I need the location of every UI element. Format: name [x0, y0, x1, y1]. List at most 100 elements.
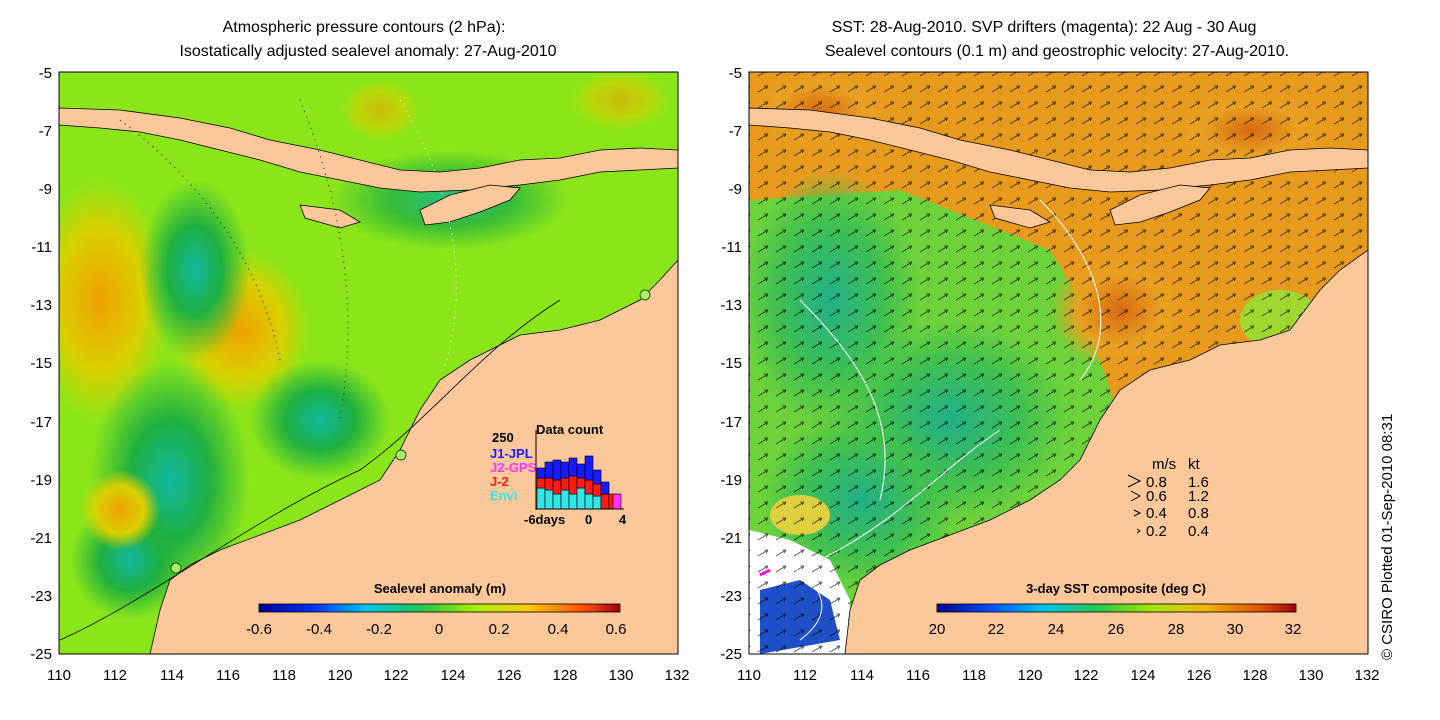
left-x-tick: 114: [160, 667, 184, 684]
left-colorbar-ramp: [258, 603, 621, 613]
right-colorbar-label: 3-day SST composite (deg C): [1026, 581, 1206, 596]
data-count-histogram: [536, 455, 622, 510]
left-y-axis: -5 -7 -9 -11 -13 -15 -17 -19 -21 -23 -25: [30, 65, 52, 663]
velocity-legend-kt: 0.8: [1188, 505, 1209, 522]
right-colorbar: 3-day SST composite (deg C) 20 22 24 26 …: [929, 581, 1302, 638]
right-x-tick: 120: [1017, 667, 1042, 684]
land-timor-right: [1109, 184, 1211, 226]
right-colorbar-tick: 30: [1227, 621, 1244, 638]
left-x-tick: 126: [496, 667, 521, 684]
right-colorbar-tick: 20: [929, 621, 946, 638]
left-x-tick: 122: [383, 667, 408, 684]
right-x-tick: 112: [793, 667, 817, 684]
legend-j2-gps: J2-GPS: [490, 460, 537, 475]
velocity-legend-kt: 0.4: [1188, 523, 1209, 540]
right-colorbar-tick: 22: [988, 621, 1005, 638]
left-x-tick: 130: [608, 667, 633, 684]
left-x-axis: 110 112 114 116 118 120 122 124 126 128 …: [47, 667, 689, 684]
left-map-title-line1: Atmospheric pressure contours (2 hPa):: [223, 19, 506, 36]
velocity-arrow-icon: [1127, 474, 1142, 488]
left-y-tick: -7: [39, 123, 52, 140]
velocity-legend-ms: 0.4: [1146, 505, 1167, 522]
left-colorbar-tick: -0.2: [366, 621, 392, 638]
right-y-tick: -9: [729, 181, 742, 198]
right-colorbar-tick: 26: [1108, 621, 1125, 638]
right-colorbar-tick: 28: [1168, 621, 1185, 638]
left-x-tick: 124: [440, 667, 465, 684]
velocity-legend: m/s kt 0.8 1.6 0.6 1.2 0.4 0.8 0.2 0.4: [1127, 456, 1209, 540]
right-colorbar-tick: 24: [1048, 621, 1065, 638]
right-x-tick: 124: [1130, 667, 1155, 684]
right-x-tick: 132: [1354, 667, 1379, 684]
left-y-tick: -15: [30, 355, 52, 372]
velocity-legend-kt: 1.2: [1188, 488, 1209, 505]
right-x-tick: 110: [737, 667, 761, 684]
right-y-tick: -19: [720, 472, 742, 489]
velocity-legend-kt: 1.6: [1188, 474, 1209, 491]
left-colorbar-tick: 0: [435, 621, 443, 638]
left-map-frame: [58, 71, 679, 655]
land-islands-right: [749, 107, 1368, 193]
left-colorbar-label: Sealevel anomaly (m): [374, 581, 506, 596]
left-y-tick: -23: [30, 588, 52, 605]
data-count-xtick: 4: [619, 512, 627, 527]
left-x-tick: 120: [327, 667, 352, 684]
data-count-xtick: 0: [585, 512, 592, 527]
left-x-tick: 128: [552, 667, 577, 684]
data-count-title: Data count: [536, 422, 604, 437]
left-x-tick: 110: [47, 667, 71, 684]
left-colorbar-tick: -0.4: [306, 621, 332, 638]
right-x-tick: 122: [1073, 667, 1098, 684]
velocity-arrow-icon: [1133, 509, 1142, 517]
right-x-tick: 128: [1242, 667, 1267, 684]
velocity-arrow-icon: [1136, 528, 1141, 534]
right-x-tick: 118: [962, 667, 986, 684]
land-timor-left: [419, 184, 521, 226]
legend-envi: Envi: [490, 488, 517, 503]
left-x-tick: 118: [272, 667, 296, 684]
left-y-tick: -11: [31, 239, 52, 256]
left-y-tick: -5: [39, 65, 52, 82]
left-map-title-line2: Isostatically adjusted sealevel anomaly:…: [179, 43, 556, 60]
left-y-tick: -9: [39, 181, 52, 198]
left-colorbar: Sealevel anomaly (m) -0.6 -0.4 -0.2 0 0.…: [246, 581, 626, 638]
land-australia-right: [844, 249, 1368, 654]
right-x-axis: 110 112 114 116 118 120 122 124 126 128 …: [737, 667, 1379, 684]
land-australia-left: [149, 259, 678, 654]
legend-j1-jpl: J1-JPL: [490, 446, 533, 461]
right-x-tick: 126: [1186, 667, 1211, 684]
data-count-inset: Data count 250 J1-JPL J2-GPS J-2 Envi: [490, 422, 627, 527]
data-count-xtick: -6days: [524, 512, 565, 527]
left-x-tick: 112: [103, 667, 127, 684]
right-y-axis: -5 -7 -9 -11 -13 -15 -17 -19 -21 -23 -25: [720, 65, 742, 663]
left-y-tick: -13: [30, 297, 52, 314]
right-map: SST: 28-Aug-2010. SVP drifters (magenta)…: [720, 19, 1379, 684]
right-y-tick: -13: [720, 297, 742, 314]
left-y-tick: -17: [30, 414, 52, 431]
right-colorbar-tick: 32: [1285, 621, 1302, 638]
right-y-tick: -23: [720, 588, 742, 605]
right-map-frame: [748, 71, 1369, 655]
right-y-tick: -21: [720, 530, 742, 547]
left-map: Atmospheric pressure contours (2 hPa): I…: [30, 19, 689, 684]
velocity-arrow-icon: [1130, 490, 1142, 502]
right-x-tick: 130: [1298, 667, 1323, 684]
land-sumba-right: [989, 204, 1051, 229]
right-x-tick: 114: [850, 667, 874, 684]
velocity-legend-ms: 0.2: [1146, 523, 1167, 540]
land-islands-left: [59, 107, 678, 193]
data-count-max: 250: [492, 430, 514, 445]
left-y-tick: -19: [30, 472, 52, 489]
left-colorbar-tick: 0.6: [606, 621, 627, 638]
right-map-field: [749, 72, 1368, 654]
right-y-tick: -11: [721, 239, 742, 256]
right-map-title-line2: Sealevel contours (0.1 m) and geostrophi…: [825, 43, 1289, 60]
right-y-tick: -17: [720, 414, 742, 431]
right-x-tick: 116: [906, 667, 930, 684]
velocity-legend-header-ms: m/s: [1152, 456, 1176, 473]
velocity-legend-ms: 0.6: [1146, 488, 1167, 505]
credit-text: © CSIRO Plotted 01-Sep-2010 08:31: [1379, 414, 1396, 660]
left-x-tick: 132: [664, 667, 689, 684]
right-y-tick: -7: [729, 123, 742, 140]
